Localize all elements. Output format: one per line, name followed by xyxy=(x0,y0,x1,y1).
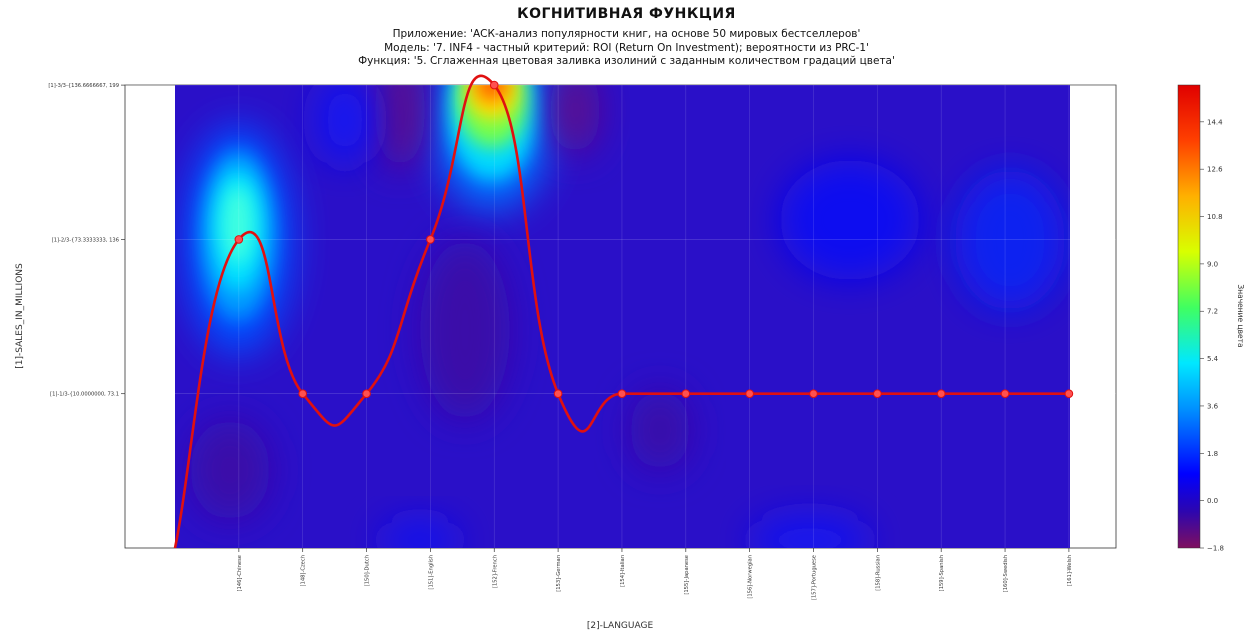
chart-title: КОГНИТИВНАЯ ФУНКЦИЯ xyxy=(517,6,736,22)
data-point xyxy=(681,389,691,399)
x-tick-label: [156]-Norwegian xyxy=(748,555,754,599)
x-tick-label: [151]-English xyxy=(428,555,434,590)
x-tick-label: [157]-Portuguese xyxy=(812,555,818,600)
colorbar-tick-label: 5.4 xyxy=(1207,355,1219,363)
y-tick-label: [1]-1/3-{10.0000000, 73.1 xyxy=(50,392,119,398)
chart-subtitle-application: Приложение: 'АСК-анализ популярности кни… xyxy=(392,28,861,40)
x-axis-ticks: [146]-Chinese [148]-Czech [150]-Dutch [151]… xyxy=(237,548,1073,600)
heatmap-region xyxy=(315,85,375,165)
heatmap-region xyxy=(630,390,690,470)
x-tick-label: [158]-Russian xyxy=(875,555,881,591)
x-tick-label: [148]-Czech xyxy=(301,555,307,587)
cognitive-function-series xyxy=(173,74,1074,549)
colorbar xyxy=(1177,84,1201,549)
data-point xyxy=(362,389,371,399)
heatmap-region xyxy=(375,85,425,170)
heatmap-base xyxy=(175,85,1070,548)
x-tick-label: [146]-Chinese xyxy=(237,555,243,592)
colorbar-tick-label: −1.8 xyxy=(1207,545,1224,553)
cognitive-function-line xyxy=(173,74,1069,549)
colorbar-tick-label: 10.8 xyxy=(1207,213,1223,221)
y-tick-label: [1]-3/3-{136.6666667, 199 xyxy=(48,83,119,89)
colorbar-tick-label: 14.4 xyxy=(1207,118,1223,126)
heatmap-region xyxy=(750,515,870,548)
y-tick-label: [1]-2/3-{73.3333333, 136 xyxy=(52,237,119,243)
data-point xyxy=(489,80,499,90)
data-point xyxy=(426,235,435,244)
data-point xyxy=(745,389,754,399)
heatmap-fill xyxy=(175,85,1070,548)
chart-subtitle-function: Функция: '5. Сглаженная цветовая заливка… xyxy=(358,55,895,67)
colorbar-tick-label: 7.2 xyxy=(1207,308,1218,316)
x-tick-label: [153]-German xyxy=(556,555,562,592)
data-point xyxy=(1064,389,1074,399)
y-axis-label: [1]-SALES_IN_MILLIONS xyxy=(15,263,25,369)
x-tick-label: [150]-Dutch xyxy=(365,555,371,586)
x-tick-label: [159]-Spanish xyxy=(939,555,945,591)
x-tick-label: [155]-Japanese xyxy=(684,555,690,595)
data-point xyxy=(617,389,627,399)
heatmap-region xyxy=(380,520,460,548)
data-point xyxy=(234,235,244,244)
colorbar-tick-label: 9.0 xyxy=(1207,260,1218,268)
heatmap-region xyxy=(222,185,254,265)
y-axis-ticks: [1]-1/3-{10.0000000, 73.1 [1]-2/3-{73.333… xyxy=(48,83,125,398)
data-point xyxy=(553,389,563,399)
x-tick-label: [152]-French xyxy=(492,555,498,588)
heatmap-region xyxy=(955,170,1065,310)
x-tick-label: [161]-Welsh xyxy=(1067,555,1073,586)
heatmap-region xyxy=(420,240,510,420)
heatmap-region xyxy=(550,85,600,155)
data-point xyxy=(809,389,818,399)
colorbar-label: Значение цвета xyxy=(1236,284,1245,347)
data-point xyxy=(873,389,882,399)
colorbar-tick-label: 0.0 xyxy=(1207,497,1218,505)
data-point xyxy=(298,389,308,399)
colorbar-tick-label: 3.6 xyxy=(1207,402,1219,410)
x-tick-label: [160]-Swedish xyxy=(1003,555,1009,592)
colorbar-ticks: −1.8 0.0 1.8 3.6 5.4 7.2 9.0 10.8 12.6 14.4 xyxy=(1200,118,1224,553)
heatmap-region xyxy=(190,420,270,520)
colorbar-tick-label: 1.8 xyxy=(1207,450,1218,458)
x-axis-label: [2]-LANGUAGE xyxy=(587,621,654,631)
colorbar-tick-label: 12.6 xyxy=(1207,166,1223,174)
x-tick-label: [154]-Italian xyxy=(620,555,626,587)
heatmap-region xyxy=(780,160,920,280)
heatmap-region xyxy=(476,85,508,101)
data-point xyxy=(936,389,946,399)
data-point xyxy=(1000,389,1010,399)
chart-subtitle-model: Модель: '7. INF4 - частный критерий: ROI… xyxy=(384,42,869,54)
